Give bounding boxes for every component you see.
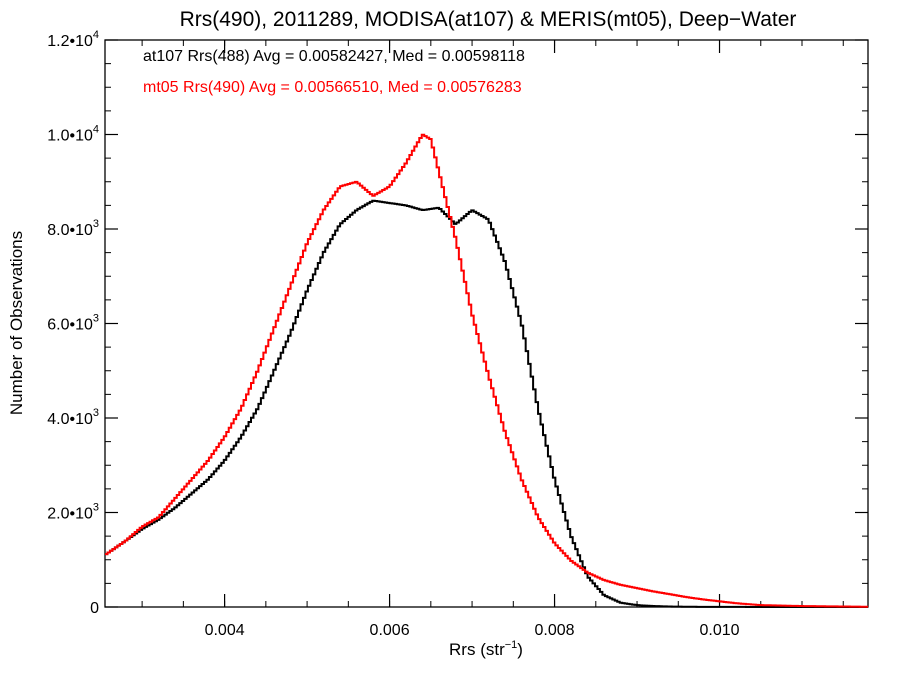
y-tick-exponent: 4 [93, 124, 99, 136]
axis-ticks [105, 39, 868, 608]
x-tick-label: 0.010 [700, 622, 740, 639]
y-tick-exponent: 3 [93, 313, 99, 325]
x-axis-title-sup: −1 [505, 639, 518, 651]
x-tick-label: 0.008 [535, 622, 575, 639]
y-tick-label: 1.2•104 [47, 29, 99, 50]
y-tick-label: 0 [90, 600, 99, 617]
legend: at107 Rrs(488) Avg = 0.00582427, Med = 0… [143, 48, 525, 96]
y-tick-exponent: 4 [93, 29, 99, 41]
series-line-0 [105, 199, 868, 608]
plot-frame [104, 39, 869, 608]
y-tick-mantissa: 0 [90, 600, 99, 617]
y-tick-label: 6.0•103 [47, 313, 99, 334]
y-tick-label: 2.0•103 [47, 502, 99, 523]
y-tick-exponent: 3 [93, 218, 99, 230]
x-tick-label: 0.004 [205, 622, 245, 639]
x-axis-title-close: ) [517, 640, 523, 659]
chart-title: Rrs(490), 2011289, MODISA(at107) & MERIS… [180, 8, 797, 31]
y-tick-mantissa: 8.0•10 [47, 222, 93, 239]
legend-entry-mt05: mt05 Rrs(490) Avg = 0.00566510, Med = 0.… [143, 79, 522, 96]
y-axis-title: Number of Observations [7, 231, 26, 415]
series-line-1 [105, 133, 869, 608]
x-axis-title: Rrs (str−1) [449, 639, 523, 659]
y-tick-label: 8.0•103 [47, 218, 99, 239]
legend-entry-at107: at107 Rrs(488) Avg = 0.00582427, Med = 0… [143, 48, 525, 65]
x-axis-title-main: Rrs (str [449, 640, 505, 659]
x-tick-label: 0.006 [370, 622, 410, 639]
y-tick-exponent: 3 [93, 502, 99, 514]
tick-labels: 0.004 0.006 0.008 0.01002.0•1034.0•1036.0•1… [47, 29, 739, 639]
y-tick-label: 1.0•104 [47, 124, 99, 145]
y-tick-mantissa: 4.0•10 [47, 411, 93, 428]
y-tick-mantissa: 2.0•10 [47, 506, 93, 523]
y-tick-label: 4.0•103 [47, 407, 99, 428]
y-tick-mantissa: 1.2•10 [47, 33, 93, 50]
y-tick-mantissa: 1.0•10 [47, 128, 93, 145]
y-tick-mantissa: 6.0•10 [47, 317, 93, 334]
series-lines [105, 133, 869, 608]
y-tick-exponent: 3 [93, 407, 99, 419]
